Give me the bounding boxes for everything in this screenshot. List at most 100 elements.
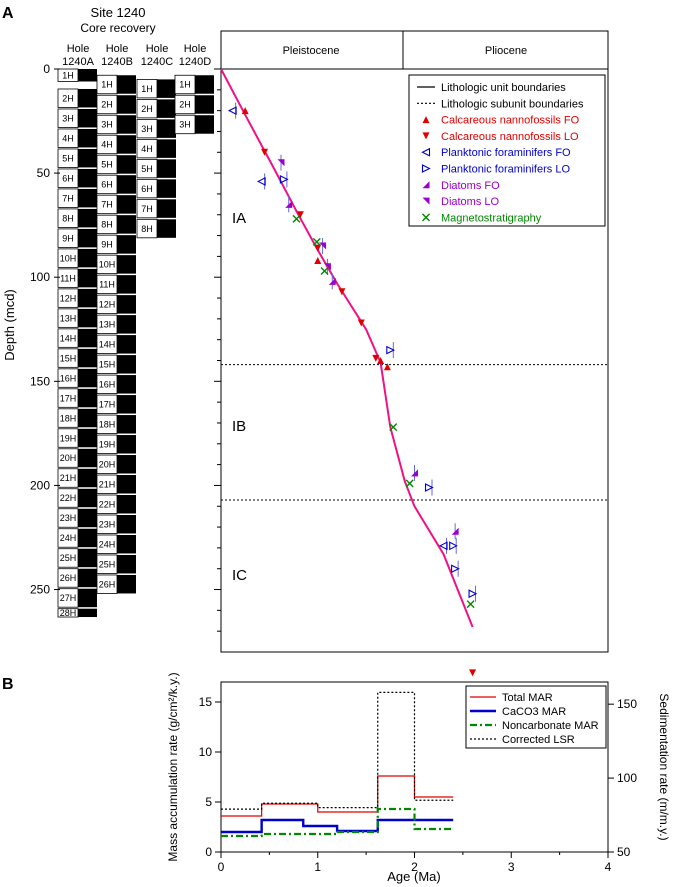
core-label: 5H (62, 153, 74, 163)
legend-a-item: Magnetostratigraphy (422, 212, 542, 224)
legend-b-item: Noncarbonate MAR (470, 720, 599, 732)
legend-a-item: Diatoms LO (422, 196, 500, 208)
core-1240a-8h: 8H (57, 208, 97, 228)
core-label: 27H (60, 593, 77, 603)
core-1240b-24h: 24H (96, 534, 136, 554)
core-label: 19H (99, 439, 116, 449)
epoch-pliocene: Pliocene (485, 45, 527, 57)
core-label: 25H (60, 553, 77, 563)
series-diatoms-lo (277, 154, 331, 275)
mar-tick-label: 5 (205, 795, 212, 809)
core-label: 11H (99, 280, 115, 290)
hole-header: 1240D (179, 56, 211, 68)
core-1240d-3h: 3H (174, 114, 214, 135)
datum-point (319, 237, 327, 254)
core-label: 6H (62, 173, 74, 183)
age-tick-label: 1 (314, 860, 321, 874)
legend-a-item: Lithologic unit boundaries (417, 82, 566, 94)
legend-b-label: CaCO3 MAR (502, 706, 566, 718)
datum-point (338, 288, 346, 296)
core-1240b-3h: 3H (96, 114, 136, 135)
legend-a-item: Lithologic subunit boundaries (417, 98, 584, 110)
core-label: 14H (99, 340, 116, 350)
core-1240a-27h: 27H (57, 588, 97, 608)
core-label: 11H (60, 273, 76, 283)
core-1240b-23h: 23H (96, 514, 136, 534)
hole-header: Hole (106, 43, 129, 55)
core-1240b-10h: 10H (96, 254, 136, 275)
core-label: 10H (60, 253, 77, 263)
core-label: 8H (101, 220, 113, 230)
core-1240b-16h: 16H (96, 374, 136, 394)
datum-point (256, 173, 266, 190)
mar-axes: 0 1 2 3 4 0 5 10 15 50 100 150 (199, 695, 638, 874)
legend-a-label: Calcareous nannofossils LO (441, 131, 579, 143)
core-1240b-19h: 19H (96, 434, 136, 454)
core-label: 17H (60, 393, 77, 403)
core-label: 24H (60, 533, 77, 543)
core-label: 12H (60, 293, 77, 303)
core-1240b-11h: 11H (96, 274, 136, 295)
core-1240b-25h: 25H (96, 554, 136, 574)
hole-header: 1240B (101, 56, 133, 68)
datum-point (279, 171, 289, 188)
datum-point (314, 244, 322, 252)
core-label: 9H (101, 240, 113, 250)
age-tick-label: 3 (508, 860, 515, 874)
core-1240a-12h: 12H (57, 288, 97, 308)
legend-a: Lithologic unit boundaries Lithologic sub… (408, 74, 606, 227)
legend-a-label: Lithologic unit boundaries (441, 82, 566, 94)
core-1240a-14h: 14H (57, 328, 97, 348)
panel-b-label: B (2, 676, 14, 693)
core-1240d-1h: 1H (174, 74, 214, 95)
core-1240a-20h: 20H (57, 448, 97, 468)
core-1240a-21h: 21H (57, 468, 97, 488)
depth-axis: 0 50 100 150 200 250 (30, 62, 222, 652)
core-1240a-6h: 6H (57, 168, 97, 188)
datum-point (468, 585, 478, 602)
core-label: 3H (179, 120, 191, 130)
age-tick-label: 4 (605, 860, 612, 874)
core-1240a-11h: 11H (57, 268, 97, 288)
datum-point (292, 214, 301, 223)
core-label: 2H (179, 100, 191, 110)
core-label: 22H (99, 499, 116, 509)
hole-header: Hole (184, 43, 207, 55)
core-label: 4H (101, 140, 113, 150)
legend-a-item: Planktonic foraminifers FO (421, 147, 571, 159)
datum-point (438, 537, 448, 554)
core-label: 9H (62, 233, 74, 243)
datum-point (357, 319, 365, 327)
core-1240a-28h: 28H (57, 608, 97, 618)
core-label: 7H (62, 193, 74, 203)
datum-point (241, 107, 249, 115)
core-1240b-20h: 20H (96, 454, 136, 474)
series-planktonic-foraminifers-lo (279, 171, 478, 602)
core-label: 24H (99, 539, 116, 549)
legend-b: Total MAR CaCO3 MAR Noncarbonate MAR Correc… (465, 685, 607, 749)
legend-a-label: Planktonic foraminifers FO (441, 147, 571, 159)
core-1240a-10h: 10H (57, 248, 97, 268)
core-label: 22H (60, 493, 77, 503)
core-1240b-1h: 1H (96, 74, 136, 95)
core-1240b-9h: 9H (96, 234, 136, 255)
lsr-tick-label: 150 (617, 697, 637, 711)
datum-point (312, 237, 321, 246)
datum-point (383, 363, 391, 371)
legend-a-label: Calcareous nannofossils FO (441, 115, 580, 127)
epoch-pleistocene: Pleistocene (283, 45, 340, 57)
core-label: 8H (62, 213, 74, 223)
core-1240b-6h: 6H (96, 174, 136, 195)
core-label: 26H (60, 573, 77, 583)
core-1240b-26h: 26H (96, 574, 136, 594)
datum-point (451, 560, 460, 577)
core-1240a-19h: 19H (57, 428, 97, 448)
depth-tick-label: 200 (30, 478, 50, 492)
datum-point (277, 154, 285, 171)
legend-b-item: Corrected LSR (470, 734, 575, 746)
legend-a-item: Planktonic foraminifers LO (421, 164, 570, 176)
core-label: 5H (101, 160, 113, 170)
core-label: 1H (62, 70, 74, 80)
hole-header: Hole (146, 43, 169, 55)
